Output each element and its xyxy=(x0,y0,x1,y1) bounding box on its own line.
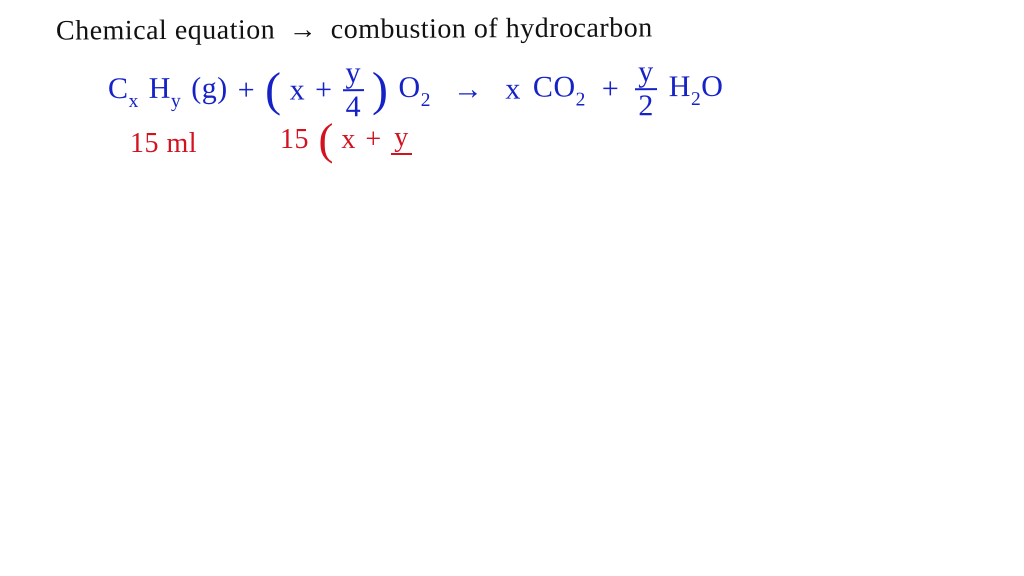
annot-left-text: 15 ml xyxy=(130,128,197,159)
h2o-hsub: 2 xyxy=(691,89,701,110)
plus-1: + xyxy=(238,74,256,108)
coef-close: ) xyxy=(372,71,389,109)
co2-o: O xyxy=(553,70,575,103)
reaction-arrow: → xyxy=(453,73,484,107)
h-letter: H xyxy=(149,71,171,104)
coef-frac-den: 4 xyxy=(343,91,365,122)
annot-15: 15 xyxy=(280,124,309,156)
title-line: Chemical equation → combustion of hydroc… xyxy=(56,12,653,47)
title-before: Chemical equation xyxy=(56,14,275,46)
equation-line: Cx Hy (g) + ( x + y 4 ) O2 → x CO2 + y 2 xyxy=(108,57,724,123)
coef-open: ( xyxy=(265,71,282,109)
co2-c: C xyxy=(533,70,554,103)
h2o: H2O xyxy=(669,69,724,108)
whiteboard-canvas: Chemical equation → combustion of hydroc… xyxy=(0,0,1024,576)
co2-coef: x xyxy=(505,73,521,107)
o-sub: 2 xyxy=(421,90,431,111)
h2o-h: H xyxy=(669,70,691,103)
coef-plus: + xyxy=(315,73,333,107)
annot-frac-num: y xyxy=(391,124,412,155)
h2o-frac-den: 2 xyxy=(635,90,657,121)
annotation-right: 15 ( x + y xyxy=(280,122,412,171)
o2: O2 xyxy=(398,70,431,109)
h2o-frac-num: y xyxy=(635,57,657,90)
annot-x: x xyxy=(341,124,356,156)
c-sub: x xyxy=(129,91,139,112)
coef-x: x xyxy=(290,73,306,107)
reactant-hydrocarbon: Cx Hy (g) xyxy=(108,71,228,110)
co2-sub: 2 xyxy=(576,89,586,110)
state: (g) xyxy=(191,71,228,104)
annotation-left: 15 ml xyxy=(130,128,197,160)
h2o-o: O xyxy=(701,69,723,102)
coef-frac: y 4 xyxy=(342,58,364,122)
c-letter: C xyxy=(108,72,129,105)
h-sub: y xyxy=(171,91,181,112)
plus-2: + xyxy=(602,72,620,106)
co2: CO2 xyxy=(533,70,586,109)
coef-frac-num: y xyxy=(342,58,364,91)
annot-frac: y xyxy=(391,124,412,173)
annot-frac-den xyxy=(391,155,412,173)
annot-plus: + xyxy=(365,124,381,156)
annot-open: ( xyxy=(319,122,334,158)
h2o-frac: y 2 xyxy=(635,57,657,121)
o-letter: O xyxy=(398,70,420,103)
title-arrow: → xyxy=(289,14,318,46)
title-after: combustion of hydrocarbon xyxy=(331,12,653,45)
